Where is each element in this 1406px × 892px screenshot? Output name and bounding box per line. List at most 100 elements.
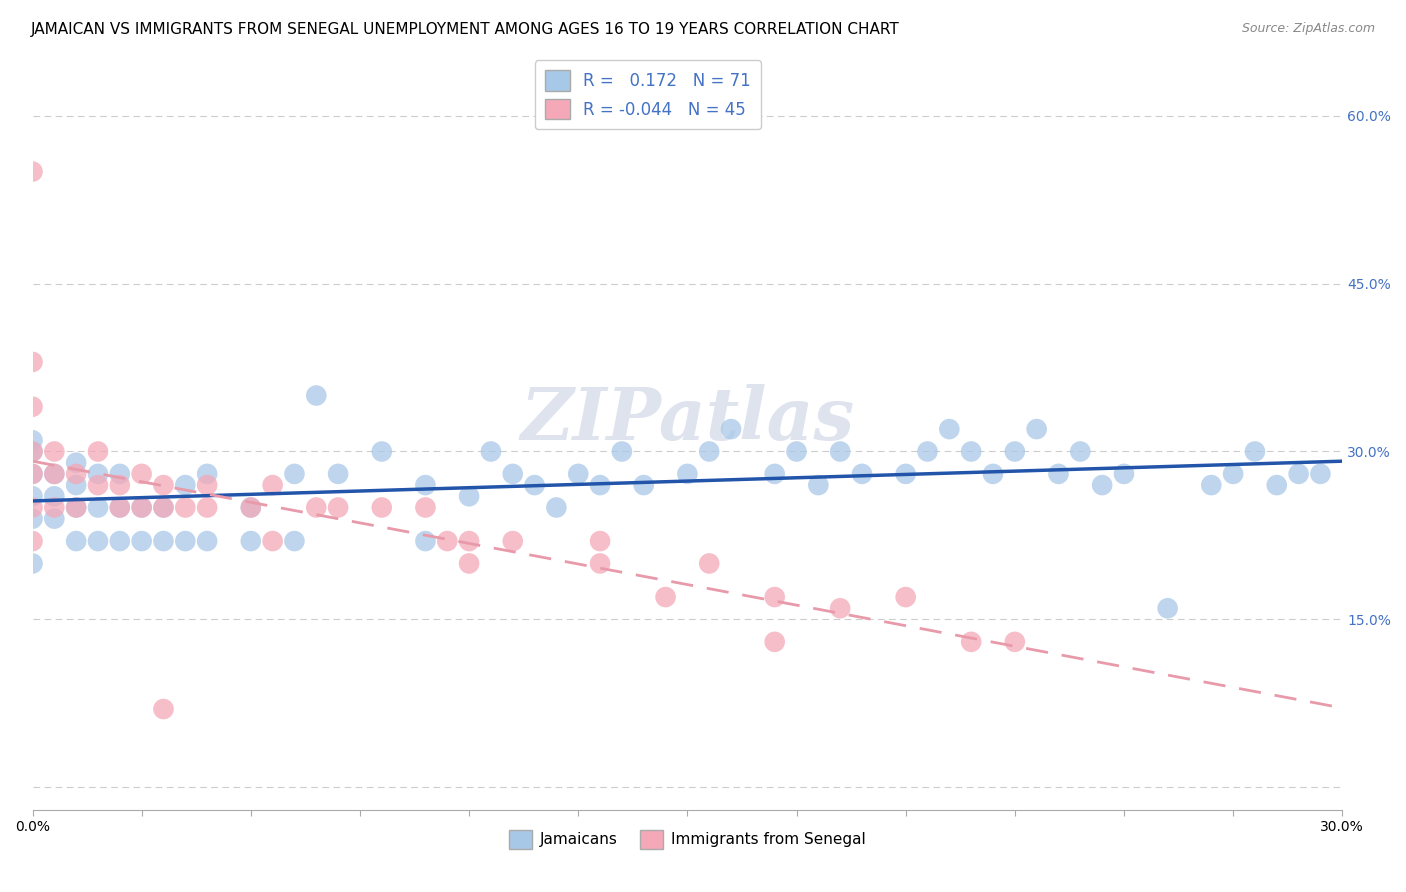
Point [87, 444, 110, 458]
Point [108, 534, 131, 549]
Point [1288, 467, 1310, 481]
Point [654, 590, 676, 604]
Point [676, 467, 699, 481]
Point [108, 467, 131, 481]
Point [65, 534, 87, 549]
Point [830, 601, 852, 615]
Point [44, 467, 66, 481]
Point [87, 500, 110, 515]
Point [1025, 422, 1047, 436]
Point [479, 444, 502, 458]
Point [371, 500, 394, 515]
Point [21, 489, 44, 503]
Point [546, 500, 568, 515]
Point [44, 444, 66, 458]
Point [131, 467, 153, 481]
Point [851, 467, 873, 481]
Point [108, 500, 131, 515]
Point [894, 467, 917, 481]
Point [1004, 635, 1026, 649]
Text: ZIPatlas: ZIPatlas [520, 384, 855, 455]
Point [763, 467, 786, 481]
Point [239, 534, 262, 549]
Point [633, 478, 655, 492]
Point [152, 500, 174, 515]
Point [87, 467, 110, 481]
Point [960, 635, 983, 649]
Point [938, 422, 960, 436]
Point [786, 444, 808, 458]
Point [283, 467, 305, 481]
Point [1309, 467, 1331, 481]
Point [21, 511, 44, 525]
Point [152, 702, 174, 716]
Point [65, 456, 87, 470]
Point [415, 500, 437, 515]
Point [1004, 444, 1026, 458]
Point [195, 478, 218, 492]
Point [152, 500, 174, 515]
Point [567, 467, 589, 481]
Point [305, 388, 328, 402]
Point [326, 467, 349, 481]
Point [131, 500, 153, 515]
Point [21, 467, 44, 481]
Point [305, 500, 328, 515]
Point [1047, 467, 1070, 481]
Point [21, 434, 44, 448]
Point [152, 478, 174, 492]
Point [502, 467, 524, 481]
Point [21, 444, 44, 458]
Point [108, 500, 131, 515]
Point [1069, 444, 1091, 458]
Point [1112, 467, 1135, 481]
Point [65, 500, 87, 515]
Point [1222, 467, 1244, 481]
Point [589, 557, 612, 571]
Point [195, 534, 218, 549]
Point [44, 467, 66, 481]
Point [44, 489, 66, 503]
Point [131, 500, 153, 515]
Point [917, 444, 939, 458]
Point [458, 534, 481, 549]
Point [239, 500, 262, 515]
Point [262, 534, 284, 549]
Point [720, 422, 742, 436]
Point [763, 590, 786, 604]
Point [65, 500, 87, 515]
Legend: Jamaicans, Immigrants from Senegal: Jamaicans, Immigrants from Senegal [503, 824, 872, 855]
Point [458, 489, 481, 503]
Point [589, 534, 612, 549]
Point [44, 511, 66, 525]
Point [894, 590, 917, 604]
Point [415, 534, 437, 549]
Point [174, 500, 197, 515]
Point [436, 534, 458, 549]
Point [44, 500, 66, 515]
Point [1265, 478, 1288, 492]
Point [502, 534, 524, 549]
Point [283, 534, 305, 549]
Text: Source: ZipAtlas.com: Source: ZipAtlas.com [1241, 22, 1375, 36]
Point [589, 478, 612, 492]
Point [415, 478, 437, 492]
Point [108, 478, 131, 492]
Point [21, 557, 44, 571]
Point [87, 534, 110, 549]
Point [131, 534, 153, 549]
Point [697, 557, 720, 571]
Point [195, 467, 218, 481]
Point [981, 467, 1004, 481]
Point [65, 478, 87, 492]
Point [807, 478, 830, 492]
Point [65, 467, 87, 481]
Point [371, 444, 394, 458]
Point [21, 355, 44, 369]
Point [830, 444, 852, 458]
Point [87, 478, 110, 492]
Point [1244, 444, 1267, 458]
Point [1201, 478, 1223, 492]
Point [239, 500, 262, 515]
Point [763, 635, 786, 649]
